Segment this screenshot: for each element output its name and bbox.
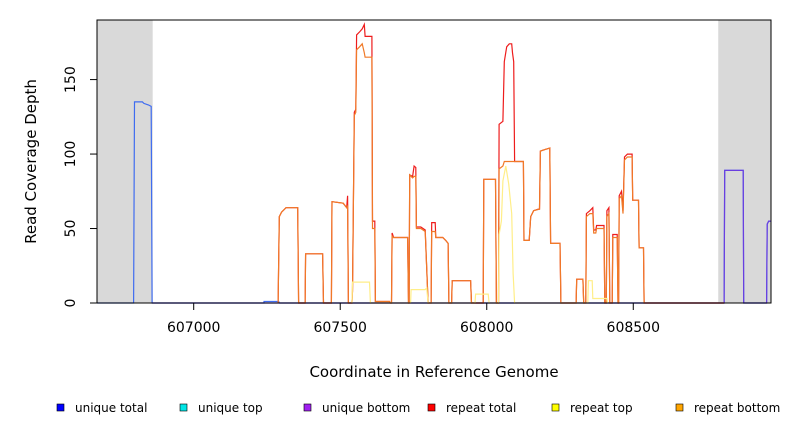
- series-line-repeat-top: [351, 165, 609, 304]
- y-axis: 0 50 100 150: [63, 66, 98, 308]
- legend-label: repeat total: [446, 401, 516, 415]
- legend-swatch: [551, 403, 560, 412]
- legend-item: unique top: [179, 401, 263, 415]
- y-axis-title: Read Coverage Depth: [22, 79, 40, 244]
- series-line-repeat-bottom: [277, 42, 725, 304]
- legend: unique total unique top unique bottom repea…: [56, 401, 780, 415]
- plot-frame: [96, 19, 772, 304]
- x-tick-label: 608500: [607, 320, 660, 336]
- series-line-repeat-total: [277, 22, 725, 304]
- y-tick-label: 100: [63, 141, 79, 168]
- legend-item: repeat bottom: [675, 401, 780, 415]
- legend-item: unique total: [56, 401, 147, 415]
- x-tick-label: 607000: [167, 320, 220, 336]
- legend-swatch: [303, 403, 312, 412]
- legend-swatch: [56, 403, 65, 412]
- legend-label: unique top: [198, 401, 263, 415]
- y-tick-label: 0: [63, 299, 79, 308]
- series-line-unique-bottom: [152, 169, 771, 304]
- y-tick-label: 150: [63, 66, 79, 93]
- legend-label: unique bottom: [322, 401, 410, 415]
- legend-item: unique bottom: [303, 401, 410, 415]
- shaded-regions: [97, 20, 771, 303]
- legend-swatch: [179, 403, 188, 412]
- x-axis: 607000 607500 608000 608500: [167, 302, 660, 336]
- legend-label: unique total: [75, 401, 147, 415]
- shaded-region-0: [97, 20, 153, 303]
- x-axis-title: Coordinate in Reference Genome: [309, 363, 558, 381]
- y-tick-label: 50: [63, 220, 79, 238]
- series-lines: [97, 22, 771, 304]
- legend-label: repeat top: [570, 401, 633, 415]
- legend-swatch: [427, 403, 436, 412]
- x-tick-label: 607500: [313, 320, 366, 336]
- legend-swatch: [675, 403, 684, 412]
- legend-item: repeat total: [427, 401, 516, 415]
- x-tick-label: 608000: [460, 320, 513, 336]
- legend-label: repeat bottom: [694, 401, 780, 415]
- shaded-region-1: [718, 20, 771, 303]
- legend-item: repeat top: [551, 401, 633, 415]
- series-line-unique-total: [97, 101, 771, 304]
